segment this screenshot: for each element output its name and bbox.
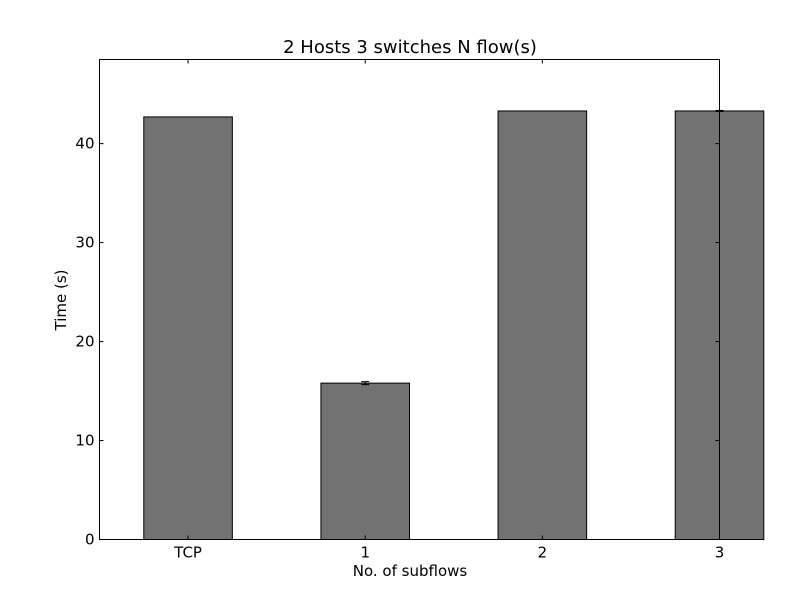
bar-2 — [497, 110, 588, 540]
y-tick-label-30: 30 — [75, 234, 94, 252]
bar-1 — [320, 382, 410, 541]
y-axis-label: Time (s) — [52, 270, 70, 332]
x-tick-label-1: 1 — [360, 544, 370, 562]
chart-title: 2 Hosts 3 switches N flow(s) — [283, 37, 537, 58]
y-tick-label-40: 40 — [75, 135, 94, 153]
bars-group — [143, 109, 765, 541]
x-tick-label-2: 2 — [538, 544, 548, 562]
x-tick-label-TCP: TCP — [173, 544, 202, 562]
x-axis-label: No. of subflows — [353, 562, 468, 580]
y-tick-label-10: 10 — [75, 432, 94, 450]
bar-TCP — [143, 116, 233, 540]
plot-frame — [99, 59, 720, 540]
y-tick-label-20: 20 — [75, 333, 94, 351]
x-tick-label-3: 3 — [715, 544, 725, 562]
y-tick-label-0: 0 — [85, 531, 95, 549]
